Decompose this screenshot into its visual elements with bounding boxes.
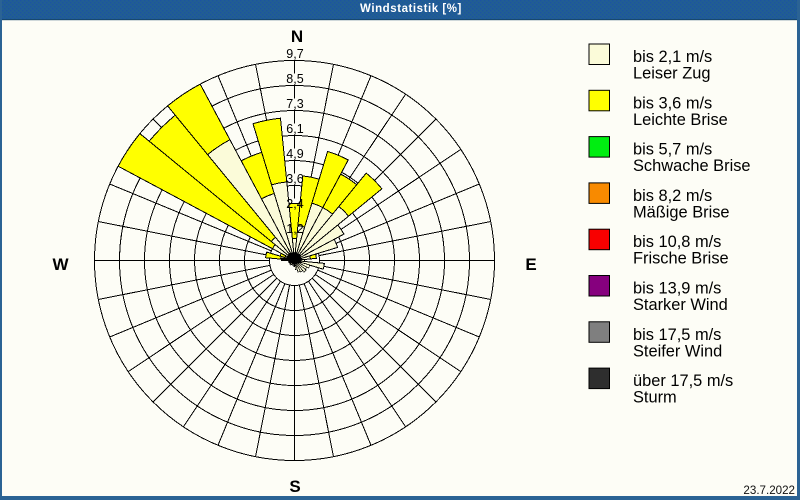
svg-text:Mäßige Brise: Mäßige Brise: [633, 203, 730, 221]
svg-text:bis 13,9 m/s: bis 13,9 m/s: [633, 280, 721, 298]
svg-text:23.7.2022: 23.7.2022: [743, 484, 795, 497]
svg-text:Windstatistik [%]: Windstatistik [%]: [360, 3, 462, 15]
svg-text:6,1: 6,1: [286, 122, 303, 136]
svg-text:Sturm: Sturm: [633, 389, 677, 407]
svg-text:9,7: 9,7: [286, 47, 303, 61]
svg-text:Schwache Brise: Schwache Brise: [633, 157, 751, 175]
svg-text:Leiser Zug: Leiser Zug: [633, 65, 710, 83]
svg-text:über 17,5 m/s: über 17,5 m/s: [633, 372, 733, 390]
svg-text:Frische Brise: Frische Brise: [633, 250, 729, 268]
svg-text:Starker Wind: Starker Wind: [633, 296, 728, 314]
svg-text:bis 2,1 m/s: bis 2,1 m/s: [633, 48, 712, 66]
svg-text:bis 17,5 m/s: bis 17,5 m/s: [633, 326, 721, 344]
svg-text:Steifer Wind: Steifer Wind: [633, 342, 722, 360]
svg-text:bis 5,7 m/s: bis 5,7 m/s: [633, 141, 712, 159]
svg-text:S: S: [289, 477, 300, 496]
svg-text:bis 8,2 m/s: bis 8,2 m/s: [633, 187, 712, 205]
svg-text:2,4: 2,4: [286, 197, 303, 211]
svg-text:4,9: 4,9: [286, 147, 303, 161]
svg-text:bis 3,6 m/s: bis 3,6 m/s: [633, 94, 712, 112]
svg-text:1,2: 1,2: [286, 222, 303, 236]
svg-text:W: W: [52, 255, 69, 274]
svg-text:E: E: [525, 255, 536, 274]
svg-text:bis 10,8 m/s: bis 10,8 m/s: [633, 233, 721, 251]
svg-text:7,3: 7,3: [286, 97, 303, 111]
svg-text:N: N: [291, 27, 303, 46]
svg-text:Leichte Brise: Leichte Brise: [633, 111, 728, 129]
svg-text:3,6: 3,6: [286, 172, 303, 186]
svg-text:8,5: 8,5: [286, 72, 303, 86]
